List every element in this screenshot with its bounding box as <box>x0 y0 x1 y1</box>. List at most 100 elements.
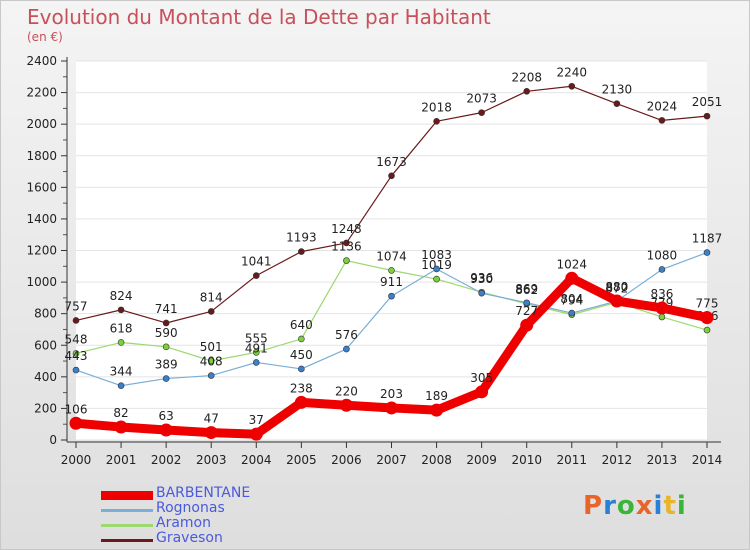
data-label-rognonas: 491 <box>245 341 268 355</box>
y-tick-label: 2200 <box>26 86 57 100</box>
data-point-graveson <box>252 272 260 279</box>
y-tick-label: 200 <box>34 401 57 415</box>
y-tick-label: 1600 <box>26 180 57 194</box>
data-label-graveson: 757 <box>65 299 88 313</box>
data-point-barbentane <box>159 423 173 437</box>
y-tick-label: 1400 <box>26 212 57 226</box>
data-label-graveson: 2240 <box>557 65 588 79</box>
data-point-graveson <box>658 117 666 124</box>
y-tick-label: 400 <box>34 370 57 384</box>
data-point-barbentane <box>610 294 624 308</box>
data-label-barbentane: 63 <box>159 409 174 423</box>
data-label-aramon: 872 <box>605 281 628 295</box>
data-label-barbentane: 47 <box>204 412 219 426</box>
data-label-rognonas: 389 <box>155 358 178 372</box>
data-point-graveson <box>207 308 215 315</box>
data-point-rognonas <box>117 382 125 389</box>
data-point-graveson <box>523 88 531 95</box>
data-point-graveson <box>343 239 350 247</box>
data-point-aramon <box>658 313 666 321</box>
data-point-aramon <box>72 350 80 357</box>
y-tick-label: 1800 <box>26 149 57 163</box>
x-tick-label: 2004 <box>241 453 272 467</box>
data-label-rognonas: 930 <box>470 272 493 286</box>
data-label-aramon: 1074 <box>376 249 407 263</box>
x-tick-label: 2012 <box>602 453 633 467</box>
data-point-rognonas <box>207 372 215 379</box>
logo-letter: x <box>635 491 654 521</box>
data-label-rognonas: 450 <box>290 348 313 362</box>
data-point-rognonas <box>658 266 666 273</box>
data-label-rognonas: 869 <box>515 282 538 296</box>
data-label-aramon: 640 <box>290 318 313 332</box>
data-point-rognonas <box>703 249 711 256</box>
y-tick-label: 600 <box>34 338 57 352</box>
x-tick-label: 2002 <box>151 453 182 467</box>
data-label-graveson: 2208 <box>511 70 542 84</box>
data-label-barbentane: 189 <box>425 389 448 403</box>
logo-letter: i <box>676 491 687 521</box>
data-point-aramon <box>207 357 215 365</box>
data-point-aramon <box>433 275 440 283</box>
data-label-graveson: 2073 <box>466 92 497 106</box>
data-label-rognonas: 911 <box>380 275 403 289</box>
chart-subtitle: (en €) <box>27 30 63 44</box>
data-label-aramon: 590 <box>155 326 178 340</box>
data-point-rognonas <box>388 292 395 300</box>
data-point-barbentane <box>204 426 218 440</box>
data-point-graveson <box>298 248 305 255</box>
data-label-aramon: 936 <box>470 271 493 285</box>
y-tick-label: 1000 <box>26 275 57 289</box>
data-point-barbentane <box>339 398 353 412</box>
x-tick-label: 2013 <box>647 453 678 467</box>
legend-label: Rognonas <box>156 500 225 516</box>
data-label-barbentane: 1024 <box>557 257 588 271</box>
x-tick-label: 2005 <box>286 453 317 467</box>
data-point-rognonas <box>298 365 305 373</box>
data-point-rognonas <box>433 265 440 273</box>
data-point-rognonas <box>162 375 170 382</box>
data-label-rognonas: 344 <box>110 365 133 379</box>
data-point-graveson <box>613 100 621 107</box>
data-point-graveson <box>568 82 576 90</box>
data-point-aramon <box>252 349 260 356</box>
logo-letter: o <box>616 491 636 521</box>
data-label-barbentane: 82 <box>113 406 128 420</box>
data-label-graveson: 2024 <box>647 99 678 113</box>
y-tick-label: 800 <box>34 307 57 321</box>
data-point-aramon <box>117 339 125 346</box>
data-label-aramon: 1136 <box>331 240 362 254</box>
data-label-rognonas: 576 <box>335 328 358 342</box>
data-label-rognonas: 1187 <box>692 232 723 246</box>
data-label-barbentane: 106 <box>65 402 88 416</box>
data-point-barbentane <box>114 420 128 434</box>
data-label-barbentane: 727 <box>515 304 538 318</box>
data-label-graveson: 1248 <box>331 222 362 236</box>
data-point-barbentane <box>249 427 263 441</box>
chart-title: Evolution du Montant de la Dette par Hab… <box>27 5 491 29</box>
data-label-graveson: 741 <box>155 302 178 316</box>
data-point-graveson <box>703 112 711 120</box>
x-tick-label: 2014 <box>692 453 723 467</box>
legend-swatch <box>101 538 153 542</box>
x-tick-label: 2011 <box>557 453 588 467</box>
data-label-barbentane: 880 <box>605 280 628 294</box>
x-tick-label: 2009 <box>466 453 497 467</box>
data-point-rognonas <box>72 366 80 374</box>
data-point-graveson <box>478 109 485 116</box>
data-point-graveson <box>117 306 125 314</box>
data-point-barbentane <box>475 385 489 399</box>
data-label-graveson: 1673 <box>376 155 407 169</box>
data-label-barbentane: 238 <box>290 381 313 395</box>
x-tick-label: 2000 <box>61 453 92 467</box>
data-label-graveson: 1041 <box>241 255 272 269</box>
legend-label: Graveson <box>156 530 223 546</box>
data-label-aramon: 548 <box>65 332 88 346</box>
data-label-barbentane: 775 <box>696 297 719 311</box>
logo-letter: t <box>663 491 677 521</box>
data-point-barbentane <box>430 403 444 417</box>
data-label-graveson: 814 <box>200 290 223 304</box>
y-tick-label: 2000 <box>26 117 57 131</box>
data-label-barbentane: 836 <box>650 287 673 301</box>
